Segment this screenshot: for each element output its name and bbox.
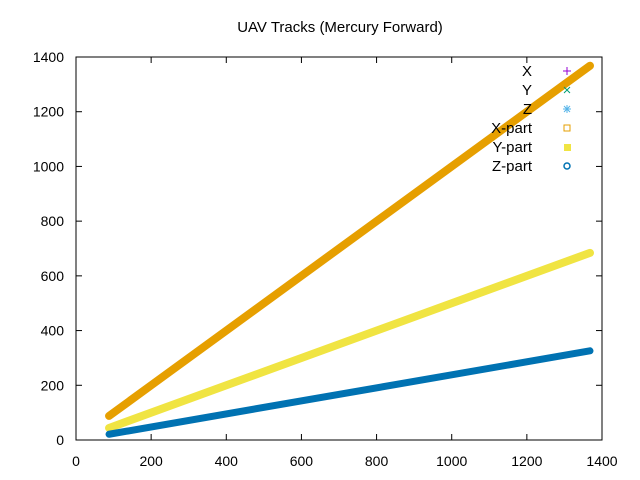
legend-marker-y — [563, 86, 571, 94]
legend-label: Y-part — [493, 139, 533, 156]
y-tick-label: 200 — [41, 377, 65, 393]
legend-marker-x-part — [563, 124, 571, 132]
legend-marker-x — [563, 67, 571, 75]
x-tick-label: 1000 — [436, 453, 467, 469]
y-tick-label: 0 — [56, 432, 64, 448]
y-axis: 0 200 400 600 800 1000 1200 1400 — [33, 49, 602, 448]
legend-label: X-part — [491, 120, 533, 137]
legend: XYZ X-part Y-part Z-part — [491, 63, 571, 175]
plot-border — [75, 56, 603, 441]
legend-marker-y-part — [564, 144, 571, 151]
y-tick-label: 1200 — [33, 104, 64, 120]
plot-series — [105, 61, 594, 438]
series-z-part-track — [105, 347, 594, 438]
series-y-part-track — [105, 248, 594, 432]
x-tick-label: 1200 — [511, 453, 542, 469]
series-x-part-track — [105, 61, 594, 420]
legend-label: Z-part — [492, 158, 533, 175]
legend-label: Y — [522, 82, 532, 99]
legend-label: Z — [523, 101, 532, 118]
y-tick-label: 400 — [41, 323, 65, 339]
y-tick-label: 800 — [41, 213, 65, 229]
legend-marker-z — [563, 105, 571, 113]
y-tick-label: 1000 — [33, 158, 64, 174]
x-tick-label: 1400 — [586, 453, 617, 469]
legend-label: X — [522, 63, 532, 80]
y-tick-label: 1400 — [33, 49, 64, 65]
x-tick-label: 400 — [215, 453, 239, 469]
y-tick-label: 600 — [41, 268, 65, 284]
x-tick-label: 200 — [139, 453, 163, 469]
x-tick-label: 800 — [365, 453, 389, 469]
x-tick-label: 0 — [72, 453, 80, 469]
x-tick-label: 600 — [290, 453, 314, 469]
x-axis: 0 200 400 600 800 1000 1200 1400 — [72, 57, 618, 469]
legend-marker-z-part — [563, 162, 571, 170]
chart-title: UAV Tracks (Mercury Forward) — [237, 19, 443, 36]
